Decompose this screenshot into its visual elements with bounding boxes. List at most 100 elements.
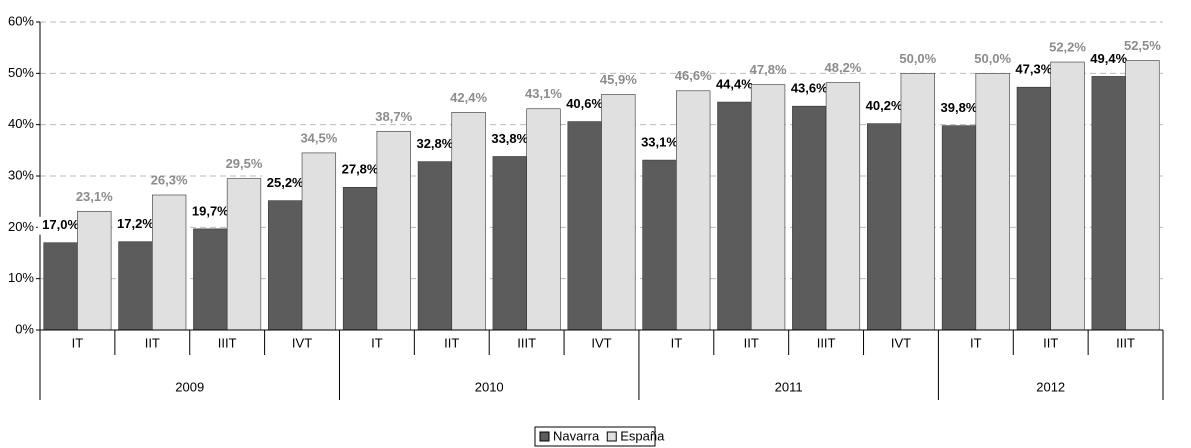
data-label: 52,2% — [1049, 39, 1086, 54]
bar — [866, 123, 902, 331]
y-tick-label: 50% — [8, 65, 34, 80]
label-bg — [412, 135, 459, 154]
y-tick-label: 20% — [8, 219, 34, 234]
label-bg — [1011, 61, 1058, 80]
bar — [118, 241, 153, 331]
data-label: 42,4% — [450, 90, 487, 105]
label-bg — [337, 161, 384, 180]
data-label: 47,3% — [1015, 62, 1052, 77]
bar — [526, 108, 561, 331]
data-label: 39,8% — [941, 100, 978, 115]
label-bg — [561, 95, 608, 114]
label-bg — [636, 134, 683, 153]
data-label: 45,9% — [600, 72, 637, 87]
bar — [226, 178, 262, 331]
bar — [1050, 61, 1085, 331]
data-label: 43,6% — [791, 81, 828, 96]
bar — [750, 84, 786, 331]
y-tick-label: 30% — [8, 167, 34, 182]
bar — [676, 90, 711, 331]
y-tick-label: 0% — [15, 321, 34, 336]
data-label: 47,8% — [750, 62, 787, 77]
bar — [376, 131, 411, 331]
bar — [601, 94, 636, 331]
bar — [193, 228, 228, 331]
data-label: 32,8% — [416, 136, 453, 151]
data-label: 17,0% — [42, 217, 79, 232]
bar — [825, 82, 861, 331]
bar — [77, 211, 112, 331]
bar — [567, 121, 602, 331]
legend-label: España — [620, 428, 665, 443]
label-bg — [486, 130, 533, 149]
bar — [1125, 60, 1160, 331]
x-tick-label: IVT — [591, 335, 611, 350]
label-bg — [187, 202, 234, 221]
data-label: 44,4% — [716, 77, 753, 92]
label-bg — [37, 216, 84, 235]
y-tick-label: 10% — [8, 270, 34, 285]
label-bg — [1085, 50, 1132, 69]
year-label: 2009 — [175, 379, 204, 394]
y-tick-label: 60% — [8, 13, 34, 28]
bar — [792, 105, 827, 331]
bar — [941, 125, 977, 331]
data-label: 25,2% — [267, 175, 304, 190]
x-tick-label: IIIT — [517, 335, 536, 350]
x-tick-label: IVT — [292, 335, 312, 350]
data-label: 33,1% — [641, 135, 678, 150]
x-tick-label: IIIT — [817, 335, 836, 350]
x-tick-label: IT — [970, 335, 982, 350]
data-label: 26,3% — [151, 172, 188, 187]
bar — [417, 161, 453, 331]
label-bg — [112, 215, 159, 234]
label-bg — [936, 99, 983, 118]
x-tick-label: IIT — [1043, 335, 1058, 350]
data-label: 27,8% — [342, 162, 379, 177]
bar — [43, 242, 78, 331]
label-bg — [262, 174, 309, 193]
data-label: 29,5% — [226, 156, 263, 171]
label-bg — [861, 97, 908, 116]
data-label: 19,7% — [192, 203, 229, 218]
data-label: 46,6% — [675, 68, 712, 83]
year-label: 2011 — [775, 379, 803, 394]
x-tick-label: IIIT — [218, 335, 237, 350]
legend-box — [534, 426, 656, 447]
bar — [451, 112, 486, 331]
x-tick-label: IIT — [145, 335, 160, 350]
data-label: 50,0% — [974, 51, 1011, 66]
data-label: 23,1% — [76, 189, 113, 204]
legend-label: Navarra — [553, 428, 600, 443]
legend-swatch — [539, 431, 550, 442]
data-label: 43,1% — [525, 86, 562, 101]
data-label: 48,2% — [825, 60, 862, 75]
bar — [301, 152, 337, 331]
data-label: 50,0% — [899, 51, 936, 66]
bar — [342, 186, 378, 331]
label-bg — [711, 76, 758, 95]
year-label: 2010 — [475, 379, 504, 394]
bar — [268, 200, 303, 331]
bar — [1091, 76, 1126, 331]
bar — [1016, 86, 1052, 331]
bar — [492, 156, 527, 331]
bar — [152, 194, 187, 331]
year-label: 2012 — [1036, 379, 1065, 394]
legend-swatch — [606, 431, 617, 442]
bar — [717, 101, 752, 331]
data-label: 40,2% — [866, 98, 903, 113]
x-tick-label: IIT — [444, 335, 459, 350]
bar — [900, 73, 935, 331]
data-label: 17,2% — [117, 216, 154, 231]
y-tick-label: 40% — [8, 116, 34, 131]
bar — [642, 159, 677, 331]
data-label: 33,8% — [491, 131, 528, 146]
bar — [975, 73, 1010, 331]
data-label: 34,5% — [300, 130, 337, 145]
data-label: 52,5% — [1124, 38, 1161, 53]
x-tick-label: IIIT — [1116, 335, 1135, 350]
label-bg — [786, 80, 833, 99]
x-tick-label: IT — [72, 335, 84, 350]
x-tick-label: IVT — [891, 335, 911, 350]
